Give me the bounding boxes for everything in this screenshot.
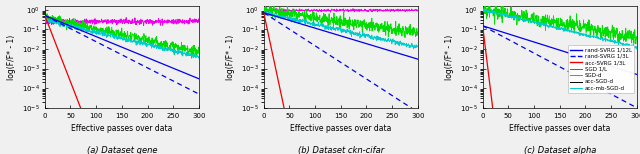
X-axis label: Effective passes over data: Effective passes over data [290,124,392,133]
Text: (b) Dataset ckn-cifar: (b) Dataset ckn-cifar [298,146,384,154]
X-axis label: Effective passes over data: Effective passes over data [71,124,173,133]
Text: (a) Dataset gene: (a) Dataset gene [86,146,157,154]
Y-axis label: log(F/F* - 1): log(F/F* - 1) [227,34,236,80]
Y-axis label: log(F/F* - 1): log(F/F* - 1) [8,34,17,80]
Text: (c) Dataset alpha: (c) Dataset alpha [524,146,596,154]
X-axis label: Effective passes over data: Effective passes over data [509,124,611,133]
Y-axis label: log(F/F* - 1): log(F/F* - 1) [445,34,454,80]
Legend: rand-SVRG 1/12L, rand-SVRG 1/3L, acc-SVRG 1/3L, SGD 1/L, SGD-d, acc-SGD-d, acc-m: rand-SVRG 1/12L, rand-SVRG 1/3L, acc-SVR… [568,45,634,93]
